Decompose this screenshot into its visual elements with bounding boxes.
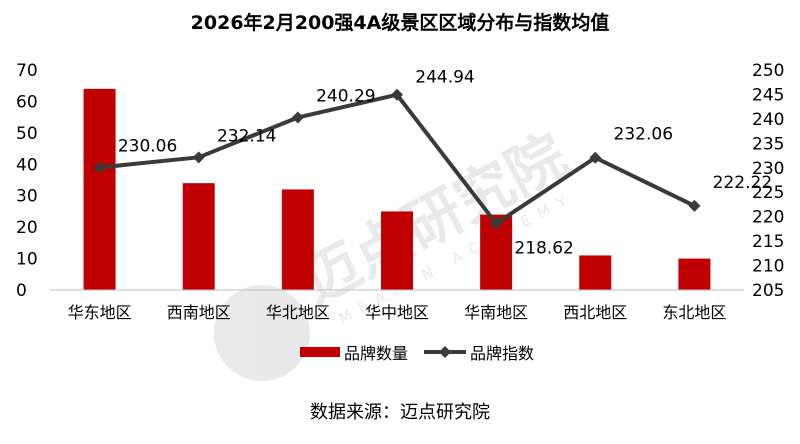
x-axis-tick-label: 西南地区 <box>167 303 231 322</box>
x-axis-tick-label: 华南地区 <box>464 303 528 322</box>
right-axis-tick-label: 230 <box>752 159 784 179</box>
line-point-marker <box>589 151 602 164</box>
x-axis-tick-label: 华东地区 <box>68 303 132 322</box>
left-axis-tick-label: 50 <box>16 124 38 144</box>
right-axis-tick-label: 245 <box>752 85 784 105</box>
line-point-marker <box>93 161 106 174</box>
line-data-label: 232.14 <box>217 126 276 146</box>
x-axis-tick-label: 东北地区 <box>662 303 726 322</box>
legend: 品牌数量 品牌指数 <box>300 344 534 363</box>
right-axis-tick-label: 240 <box>752 110 784 130</box>
left-axis-tick-label: 60 <box>16 92 38 112</box>
watermark-logo-icon <box>213 285 310 382</box>
line-data-label: 230.06 <box>118 136 177 156</box>
left-axis-tick-label: 70 <box>16 61 38 81</box>
line-point-marker <box>490 217 503 230</box>
left-axis-tick-label: 40 <box>16 155 38 175</box>
line-data-label: 218.62 <box>514 238 573 258</box>
left-axis-tick-label: 0 <box>16 281 27 301</box>
line-data-label: 240.29 <box>316 86 375 106</box>
right-axis: 205 210 215 220 225 230 235 240 245 250 <box>752 61 784 301</box>
right-axis-tick-label: 235 <box>752 134 784 154</box>
chart-title: 2026年2月200强4A级景区区域分布与指数均值 <box>190 12 610 34</box>
bar <box>182 183 215 290</box>
left-axis: 0 10 20 30 40 50 60 70 <box>16 61 38 301</box>
x-axis-tick-label: 华中地区 <box>365 303 429 322</box>
line-data-label: 232.06 <box>614 125 673 145</box>
bar <box>579 255 612 290</box>
bar <box>281 189 314 290</box>
legend-label-line: 品牌指数 <box>470 344 534 363</box>
right-axis-tick-label: 220 <box>752 208 784 228</box>
left-axis-tick-label: 30 <box>16 187 38 207</box>
right-axis-tick-label: 210 <box>752 257 784 277</box>
right-axis-tick-label: 205 <box>752 281 784 301</box>
line-point-marker <box>688 199 701 212</box>
line-point-marker <box>291 111 304 124</box>
left-axis-tick-label: 10 <box>16 250 38 270</box>
bar-series <box>83 88 711 290</box>
line-data-label: 222.22 <box>713 173 772 193</box>
x-axis-tick-label: 华北地区 <box>266 303 330 322</box>
line-data-label: 244.94 <box>415 68 474 88</box>
line-point-marker <box>192 151 205 164</box>
x-axis-tick-label: 西北地区 <box>563 303 627 322</box>
x-axis-labels: 华东地区 西南地区 华北地区 华中地区 华南地区 西北地区 东北地区 <box>68 303 727 322</box>
source-note: 数据来源：迈点研究院 <box>310 402 490 423</box>
bar <box>678 258 711 290</box>
bar <box>381 211 413 290</box>
line-point-marker <box>391 88 403 101</box>
legend-line-marker <box>439 346 451 358</box>
right-axis-tick-label: 215 <box>752 232 784 252</box>
right-axis-tick-label: 225 <box>752 183 784 203</box>
legend-label-bar: 品牌数量 <box>344 344 408 363</box>
bar <box>83 88 116 290</box>
right-axis-tick-label: 250 <box>752 61 784 81</box>
line-series: 230.06 232.14 240.29 244.94 218.62 232.06 222.… <box>93 68 772 258</box>
left-axis-tick-label: 20 <box>16 218 38 238</box>
legend-bar-swatch <box>300 347 340 357</box>
